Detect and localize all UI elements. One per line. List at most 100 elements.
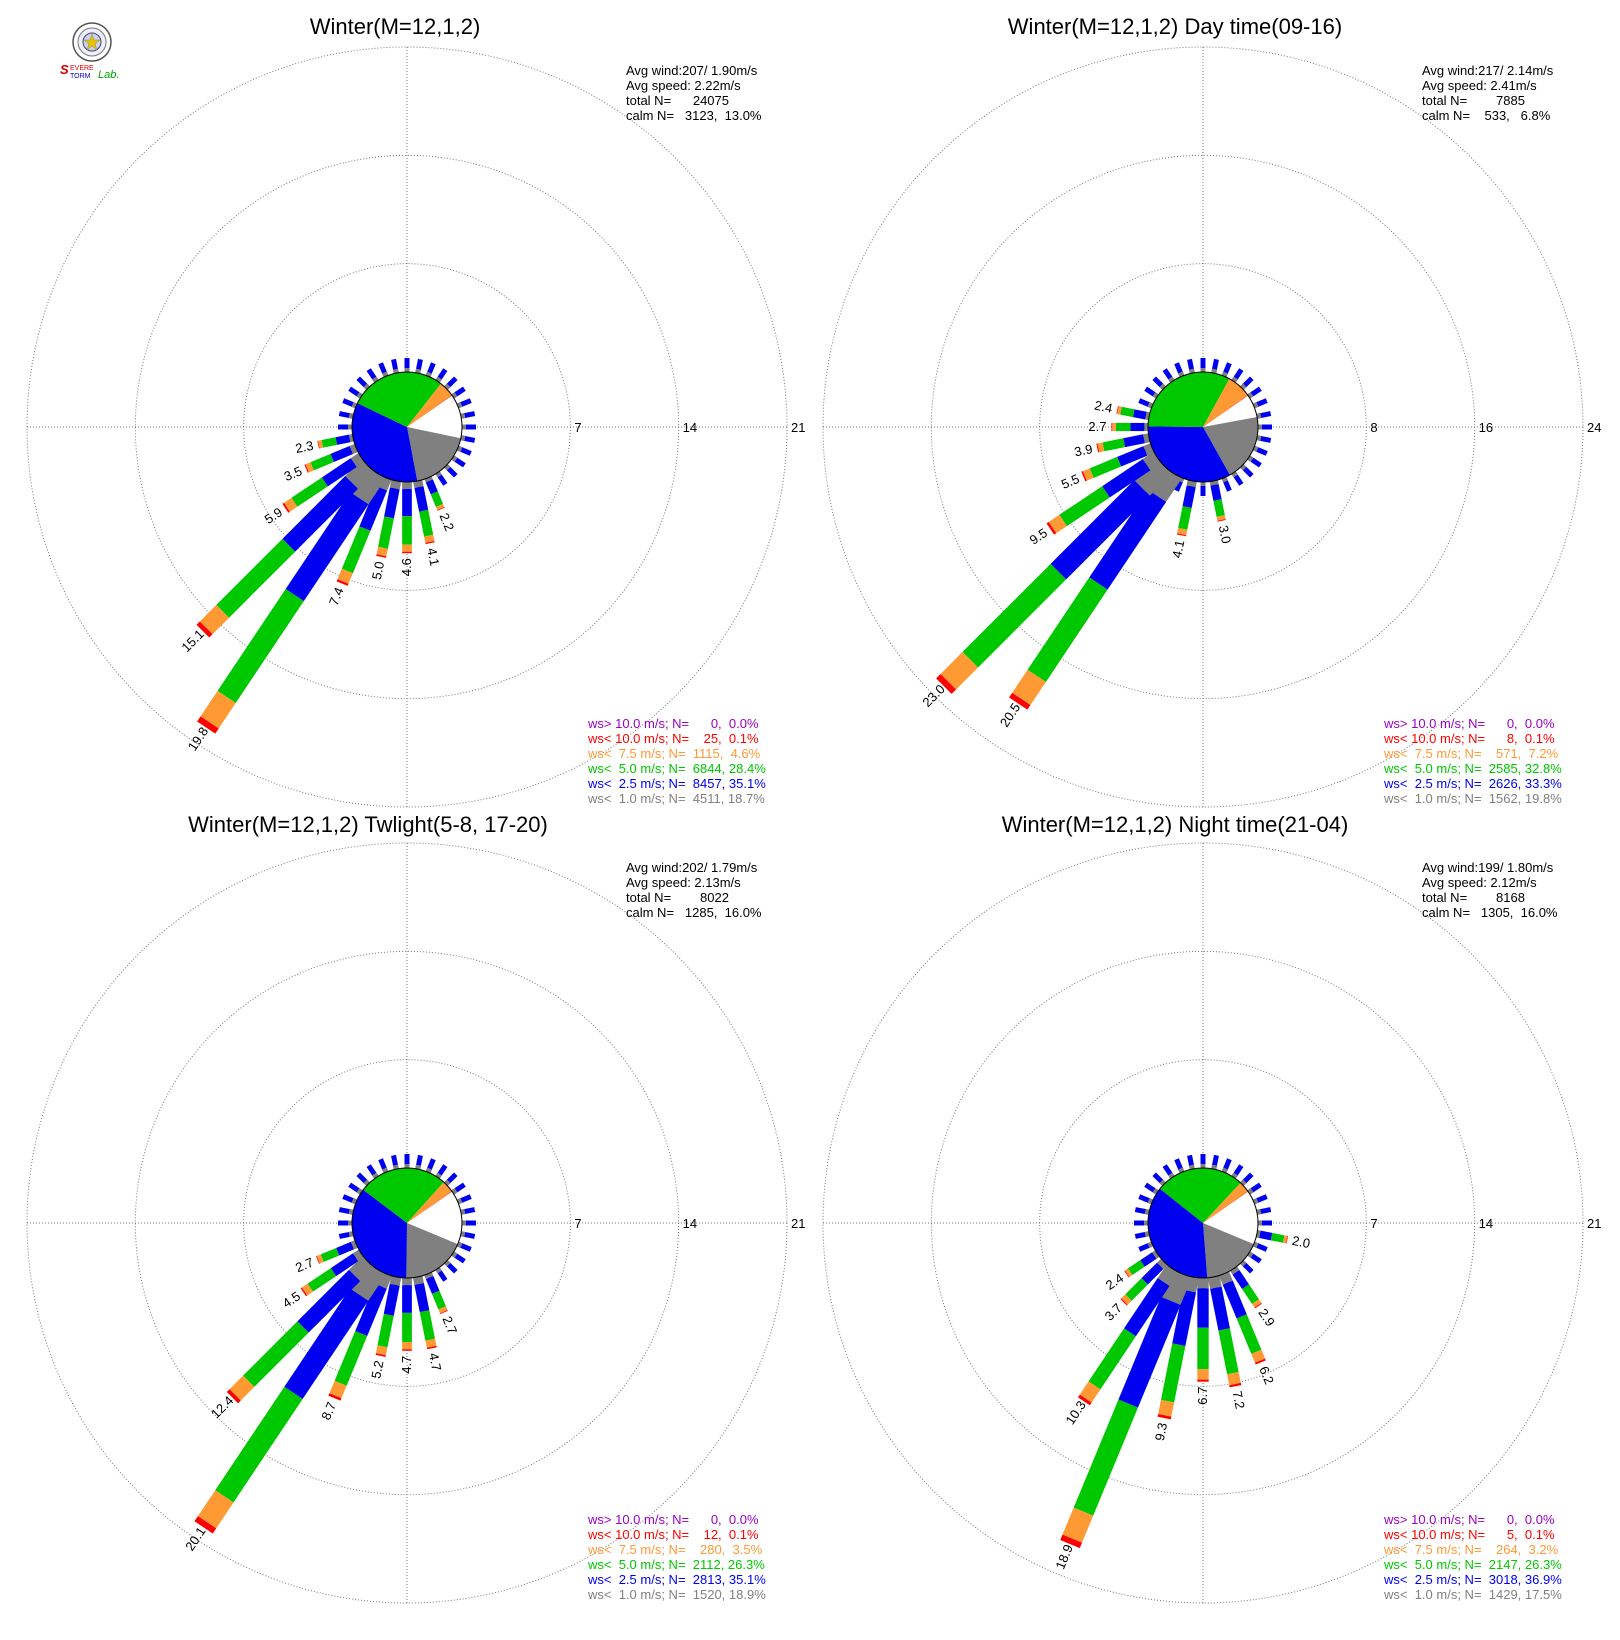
spoke-label: 9.5 [1027, 525, 1050, 548]
ring-label: 7 [574, 1216, 581, 1231]
spoke-lt75 [424, 534, 435, 543]
spoke-label: 20.5 [997, 700, 1024, 729]
spoke-lt10 [197, 716, 219, 734]
spoke-lt75 [301, 1283, 313, 1296]
spoke-lt75 [1227, 1371, 1241, 1386]
spoke-lt50 [243, 1321, 309, 1387]
chart-title: Winter(M=12,1,2) Day time(09-16) [1008, 14, 1342, 39]
stats-line: total N= 8168 [1422, 890, 1525, 905]
spoke-lt10calm [345, 459, 375, 489]
spoke-lt75 [375, 1345, 388, 1356]
spoke-lt50 [962, 563, 1067, 668]
spoke-lt10calm [1142, 433, 1150, 444]
legend-entry-lt50: ws< 5.0 m/s; N= 6844, 28.4% [587, 761, 766, 776]
minor-direction-bar-calm [1256, 413, 1262, 419]
legend-entry-gt10: ws> 10.0 m/s; N= 0, 0.0% [587, 1512, 759, 1527]
minor-direction-bar-calm [1240, 464, 1247, 471]
spoke-lt25 [1172, 1289, 1197, 1347]
windrose-panel-2: 8 16 243.04.120.523.09.55.53.92.72.4Winter… [822, 14, 1601, 808]
spoke-lt10calm [1186, 480, 1197, 488]
minor-direction-bar-calm [1178, 371, 1185, 378]
legend-entry-lt50: ws< 5.0 m/s; N= 2112, 26.3% [587, 1557, 765, 1572]
spoke-lt25 [414, 486, 429, 512]
pie-slice-lt10calm [407, 427, 461, 482]
ring-label: 7 [1370, 1216, 1377, 1231]
minor-direction-bar-calm [435, 471, 442, 478]
pie-outline [1147, 371, 1259, 483]
legend-entry-lt50: ws< 5.0 m/s; N= 2147, 26.3% [1383, 1557, 1562, 1572]
legend-entry-lt10calm: ws< 1.0 m/s; N= 1429, 17.5% [1383, 1587, 1562, 1602]
spoke-lt50 [217, 588, 304, 704]
minor-direction-bar-calm [363, 383, 370, 390]
pie-slice-white [407, 395, 462, 439]
minor-direction-bar-calm [1252, 445, 1259, 452]
stats-line: Avg speed: 2.12m/s [1422, 875, 1537, 890]
spoke-lt25 [330, 1253, 359, 1277]
minor-direction-bar-calm [1252, 1241, 1259, 1248]
spoke-lt50 [1059, 486, 1110, 527]
spoke-label: 3.9 [1073, 441, 1094, 459]
minor-direction-bar-calm [382, 371, 389, 378]
spoke-lt25 [383, 1283, 400, 1316]
spoke-lt50 [215, 1386, 303, 1503]
windrose-panel-3: 7 14 212.74.74.75.28.720.112.44.52.7Winter… [26, 812, 805, 1604]
stats-line: calm N= 533, 6.8% [1422, 108, 1551, 123]
minor-direction-bar-calm [351, 402, 358, 409]
minor-direction-bar-calm [1247, 392, 1254, 399]
spoke-lt10calm [374, 1271, 392, 1289]
spoke-lt50 [1236, 1314, 1262, 1354]
spoke-lt75 [1062, 1507, 1094, 1543]
spoke-lt10calm [1182, 1275, 1199, 1293]
spoke-lt10 [194, 1516, 217, 1534]
spoke-label: 4.6 [399, 558, 414, 576]
spoke-lt25 [285, 492, 369, 602]
spoke-lt10 [226, 1389, 241, 1404]
minor-direction-bar-calm [1221, 371, 1228, 378]
spoke-label: 2.4 [1103, 1270, 1126, 1293]
spoke-label: 20.1 [182, 1524, 209, 1553]
legend-entry-lt10calm: ws< 1.0 m/s; N= 1562, 19.8% [1383, 791, 1562, 806]
spoke-lt75 [435, 504, 445, 511]
minor-direction-bar-calm [460, 1231, 466, 1237]
ring-label: 21 [791, 1216, 805, 1231]
spoke-lt50 [419, 1310, 436, 1341]
spoke-lt10calm [376, 475, 392, 491]
spoke-label: 8.7 [318, 1400, 339, 1422]
spoke-lt50 [1242, 1284, 1259, 1304]
svg-text:EVERE: EVERE [70, 65, 94, 72]
spoke-label: 2.7 [1088, 419, 1106, 434]
legend-entry-gt10: ws> 10.0 m/s; N= 0, 0.0% [1383, 1512, 1555, 1527]
spoke-lt25 [1140, 1252, 1157, 1267]
spoke-lt75 [1012, 669, 1046, 706]
minor-direction-bar-calm [1152, 1188, 1159, 1195]
minor-direction-bar-calm [1231, 376, 1238, 383]
spoke-lt50 [378, 516, 394, 549]
spoke-label: 2.7 [293, 1255, 315, 1276]
ring-label: 16 [1479, 420, 1493, 435]
spoke-lt50 [1178, 506, 1192, 530]
spoke-label: 3.7 [1102, 1300, 1125, 1323]
minor-direction-bar-calm [393, 368, 399, 374]
minor-direction-bar-calm [1221, 476, 1228, 483]
minor-direction-bar-calm [456, 402, 463, 409]
minor-direction-bar-calm [1147, 1241, 1154, 1248]
spoke-lt25 [425, 479, 438, 495]
minor-direction-bar-calm [1178, 476, 1185, 483]
minor-direction-bar-calm [451, 392, 458, 399]
minor-direction-bar-calm [1152, 392, 1159, 399]
minor-direction-bar-calm [456, 1241, 463, 1248]
spoke-lt75 [283, 497, 298, 512]
pie-slice-lt10 [407, 1191, 453, 1223]
stats-line: total N= 8022 [626, 890, 729, 905]
spoke-label: 6.7 [1195, 1387, 1210, 1405]
pie-slice-lt50 [357, 372, 441, 427]
spoke-label: 2.7 [439, 1314, 460, 1336]
spoke-lt75 [1079, 1381, 1101, 1403]
minor-direction-bar-calm [444, 464, 451, 471]
spoke-lt10calm [1145, 411, 1150, 421]
spoke-lt50 [1218, 1328, 1239, 1375]
pie-slice-lt25 [1148, 1188, 1208, 1278]
spoke-lt75 [1216, 515, 1226, 521]
spoke-lt10calm [350, 1262, 386, 1301]
